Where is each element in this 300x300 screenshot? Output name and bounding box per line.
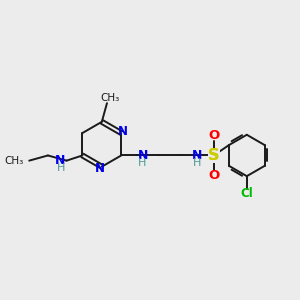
Text: N: N bbox=[55, 154, 65, 167]
Text: N: N bbox=[95, 162, 105, 175]
Text: N: N bbox=[118, 124, 128, 137]
Text: Cl: Cl bbox=[240, 187, 253, 200]
Text: S: S bbox=[208, 148, 220, 163]
Text: N: N bbox=[192, 149, 202, 162]
Text: O: O bbox=[208, 129, 219, 142]
Text: S: S bbox=[208, 148, 220, 163]
Text: N: N bbox=[138, 149, 148, 162]
Text: O: O bbox=[208, 169, 219, 182]
Text: H: H bbox=[138, 158, 146, 168]
Text: CH₃: CH₃ bbox=[5, 156, 24, 166]
Text: H: H bbox=[57, 164, 66, 173]
Text: H: H bbox=[193, 158, 202, 168]
Text: CH₃: CH₃ bbox=[100, 93, 119, 103]
